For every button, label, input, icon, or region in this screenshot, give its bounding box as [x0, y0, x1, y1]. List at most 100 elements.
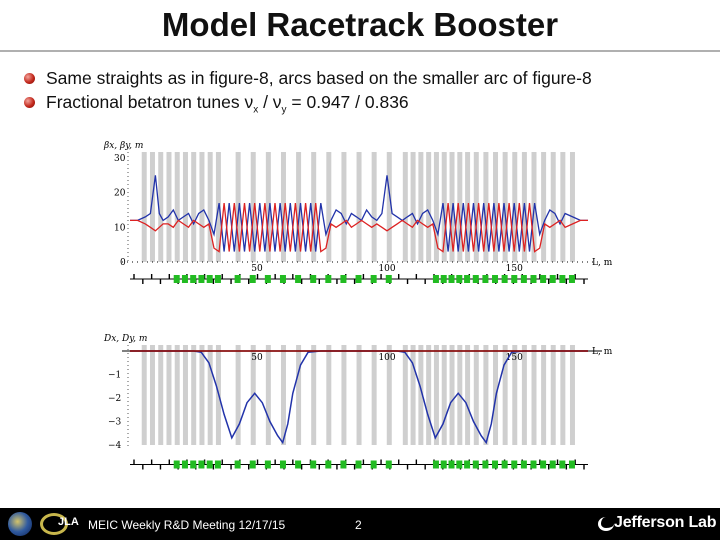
element-band: [341, 345, 347, 445]
dipole-mark: [310, 460, 317, 469]
y-axis-label: Dx, Dy, m: [103, 334, 147, 344]
dipole-mark: [181, 460, 188, 469]
dipole-mark: [385, 275, 392, 283]
element-band: [426, 345, 432, 445]
element-band: [473, 152, 479, 262]
element-band: [280, 152, 286, 262]
element-band: [191, 345, 197, 445]
y-tick-label: −2: [108, 394, 121, 404]
dipole-mark: [511, 275, 518, 283]
dipole-mark: [511, 460, 518, 469]
element-band: [371, 345, 377, 445]
y-tick-label: 0: [120, 258, 126, 268]
element-band: [569, 345, 575, 445]
element-band: [441, 152, 447, 262]
dipole-mark: [173, 460, 180, 469]
element-band: [141, 345, 147, 445]
dipole-mark: [530, 275, 537, 283]
dipole-mark: [482, 460, 489, 469]
dipole-mark: [559, 460, 566, 469]
dipole-mark: [549, 460, 556, 469]
bullet-icon: [24, 97, 35, 108]
element-band: [356, 152, 362, 262]
y-tick-label: −1: [108, 371, 121, 381]
dipole-mark: [181, 275, 188, 283]
bullet-text-prefix: Fractional betatron tunes: [46, 92, 245, 112]
element-band: [158, 152, 164, 262]
y-tick-label: 10: [114, 223, 126, 233]
element-band: [449, 152, 455, 262]
dipole-mark: [234, 275, 241, 283]
dipole-mark: [448, 460, 455, 469]
element-band: [166, 152, 172, 262]
y-tick-label: 30: [114, 154, 126, 164]
y-axis-label: βx, βy, m: [103, 141, 143, 151]
optics-charts: 50 100 150 10 20 30 0 βx, βy, m L, m 50 100 150 −1 −2…: [103, 141, 613, 470]
element-band: [235, 345, 241, 445]
element-band: [149, 152, 155, 262]
footer-logos: JLA: [6, 511, 86, 537]
dipole-mark: [190, 460, 197, 469]
x-axis-label: L, m: [592, 258, 613, 268]
footer-meeting: MEIC Weekly R&D Meeting 12/17/15: [88, 518, 286, 532]
element-band: [441, 345, 447, 445]
dipole-mark: [432, 275, 439, 283]
element-band: [149, 345, 155, 445]
dipole-mark: [206, 460, 213, 469]
element-band: [541, 152, 547, 262]
element-band: [465, 345, 471, 445]
page-number: 2: [355, 518, 362, 532]
dipole-mark: [214, 275, 221, 283]
jla-logo-icon: [40, 513, 68, 535]
dipole-mark: [249, 460, 256, 469]
element-band: [550, 345, 556, 445]
element-band: [521, 345, 527, 445]
dipole-mark: [295, 460, 302, 469]
dipole-mark: [249, 275, 256, 283]
dipole-mark: [173, 275, 180, 283]
dipole-mark: [549, 275, 556, 283]
dipole-mark: [540, 460, 547, 469]
element-band: [207, 152, 213, 262]
element-band: [457, 152, 463, 262]
dipole-mark: [370, 275, 377, 283]
dipole-mark: [501, 275, 508, 283]
element-band: [199, 345, 205, 445]
lattice-strip: [130, 274, 588, 284]
dipole-mark: [214, 460, 221, 469]
dipole-mark: [234, 460, 241, 469]
dipole-mark: [568, 460, 575, 469]
dipole-mark: [520, 460, 527, 469]
element-band: [386, 345, 392, 445]
dipole-mark: [559, 275, 566, 283]
subscript-y: y: [281, 104, 287, 116]
element-band: [326, 345, 332, 445]
element-band: [191, 152, 197, 262]
element-band: [550, 152, 556, 262]
dipole-mark: [501, 460, 508, 469]
element-band: [341, 152, 347, 262]
dipole-mark: [279, 275, 286, 283]
bullet-item: Fractional betatron tunes νx / νy = 0.94…: [22, 90, 712, 116]
element-band: [433, 152, 439, 262]
dipole-mark: [340, 275, 347, 283]
dipole-mark: [355, 460, 362, 469]
dipole-mark: [325, 460, 332, 469]
element-band: [386, 152, 392, 262]
element-band: [311, 345, 317, 445]
bullet-text-suffix: = 0.947 / 0.836: [286, 92, 409, 112]
dipole-mark: [492, 275, 499, 283]
element-band: [560, 345, 566, 445]
element-band: [483, 152, 489, 262]
bullet-text-mid: /: [258, 92, 273, 112]
title-bar: Model Racetrack Booster: [0, 0, 720, 52]
dipole-mark: [355, 275, 362, 283]
element-band: [356, 345, 362, 445]
dipole-mark: [370, 460, 377, 469]
element-band: [402, 152, 408, 262]
nu-symbol: ν: [244, 92, 254, 112]
element-band: [473, 345, 479, 445]
element-band: [531, 345, 537, 445]
y-tick-label: −4: [108, 441, 122, 451]
element-band: [410, 345, 416, 445]
